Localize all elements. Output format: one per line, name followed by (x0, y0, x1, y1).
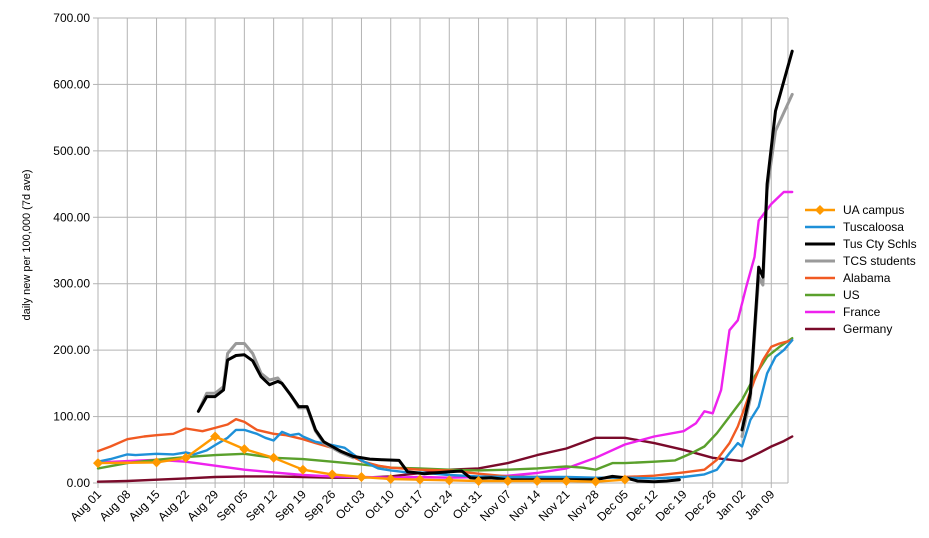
series-line-tuscaloosa (96, 339, 794, 480)
y-tick-label: 300.00 (53, 277, 90, 291)
x-tick-label: Dec 12 (624, 487, 661, 524)
x-tick-label: Aug 08 (97, 487, 134, 524)
legend-label-ua-campus: UA campus (843, 203, 904, 217)
x-tick-label: Oct 17 (391, 487, 426, 522)
series-line-us (96, 337, 794, 472)
legend-label-france: France (843, 305, 881, 319)
data-point-ua-campus (590, 476, 601, 487)
y-axis-ticks: 0.00 100.00 200.00 300.00 400.00 500.00 600.00… (53, 11, 90, 490)
data-point-ua-campus (561, 476, 572, 487)
x-tick-label: Aug 15 (126, 487, 163, 524)
x-tick-label: Nov 21 (536, 487, 573, 524)
series-line-tus-cty-schls (740, 49, 794, 432)
data-point-ua-campus (473, 476, 484, 487)
grid (93, 17, 789, 488)
x-tick-label: Jan 02 (713, 487, 749, 523)
data-point-ua-campus (151, 457, 162, 468)
y-tick-label: 100.00 (53, 410, 90, 424)
series-lines (93, 49, 794, 487)
y-tick-label: 0.00 (67, 476, 91, 490)
data-point-ua-campus (268, 452, 279, 463)
x-tick-label: Aug 29 (184, 487, 221, 524)
legend-label-tuscaloosa: Tuscaloosa (843, 220, 904, 234)
y-tick-label: 600.00 (53, 77, 90, 91)
legend-label-tcs-students: TCS students (843, 254, 916, 268)
legend-label-tus-cty-schls: Tus Cty Schls (843, 237, 917, 251)
y-axis-title: daily new per 100,000 (7d ave) (21, 169, 33, 320)
legend-marker-ua-campus (815, 205, 825, 215)
data-point-ua-campus (415, 474, 425, 485)
x-tick-label: Oct 10 (362, 487, 397, 522)
data-point-ua-campus (444, 475, 455, 486)
x-tick-label: Aug 22 (155, 487, 192, 524)
legend: UA campus Tuscaloosa Tus Cty Schls TCS stud… (805, 203, 917, 336)
data-point-ua-campus (210, 431, 221, 442)
y-tick-label: 700.00 (53, 11, 90, 25)
data-point-ua-campus (327, 469, 338, 480)
x-tick-label: Nov 14 (506, 487, 543, 524)
y-tick-label: 200.00 (53, 343, 90, 357)
x-tick-label: Sep 19 (272, 487, 309, 524)
series-line-tus-cty-schls (196, 353, 681, 484)
legend-label-germany: Germany (843, 322, 892, 336)
x-tick-label: Dec 19 (653, 487, 690, 524)
data-point-ua-campus (619, 474, 630, 485)
y-tick-label: 400.00 (53, 210, 90, 224)
data-point-ua-campus (297, 464, 308, 475)
series-line-france (96, 190, 794, 479)
x-tick-label: Jan 09 (742, 487, 778, 523)
data-point-ua-campus (93, 458, 103, 469)
series-line-germany (96, 435, 794, 483)
data-point-ua-campus (502, 476, 513, 487)
x-tick-label: Oct 24 (420, 487, 455, 522)
x-tick-label: Sep 26 (302, 487, 339, 524)
x-tick-label: Dec 26 (682, 487, 719, 524)
x-tick-label: Sep 05 (214, 487, 251, 524)
x-tick-label: Nov 28 (565, 487, 602, 524)
y-tick-label: 500.00 (53, 144, 90, 158)
data-point-ua-campus (532, 476, 543, 487)
x-tick-label: Oct 03 (333, 487, 368, 522)
data-point-ua-campus (180, 452, 191, 463)
x-tick-label: Sep 12 (243, 487, 280, 524)
legend-label-alabama: Alabama (843, 271, 891, 285)
data-point-ua-campus (385, 474, 396, 485)
x-tick-label: Nov 07 (477, 487, 514, 524)
data-point-ua-campus (239, 444, 250, 455)
data-point-ua-campus (356, 472, 367, 483)
series-line-alabama (96, 339, 794, 480)
x-tick-label: Dec 05 (594, 487, 631, 524)
legend-label-us: US (843, 288, 860, 302)
x-tick-label: Aug 01 (67, 487, 104, 524)
